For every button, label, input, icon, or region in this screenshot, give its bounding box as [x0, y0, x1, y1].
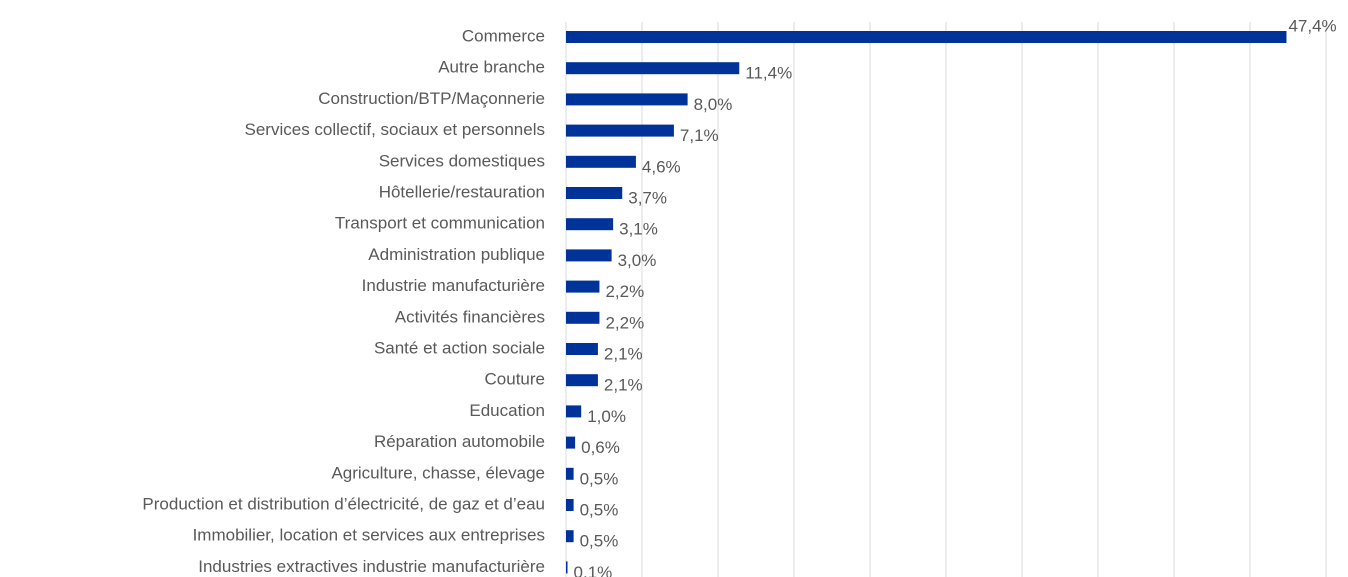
value-label: 0,5% — [580, 500, 619, 519]
value-label: 1,0% — [587, 407, 626, 426]
value-label: 2,2% — [605, 282, 644, 301]
bar — [566, 311, 600, 324]
category-label: Production et distribution d’électricité… — [142, 494, 545, 513]
category-label: Services collectif, sociaux et personnel… — [245, 120, 545, 139]
value-label: 3,7% — [628, 188, 667, 207]
category-label: Activités financières — [395, 307, 545, 326]
category-label: Hôtellerie/restauration — [379, 182, 545, 201]
category-label: Industries extractives industrie manufac… — [198, 557, 545, 576]
bar — [566, 499, 574, 511]
value-label: 0,6% — [581, 438, 620, 457]
category-label: Santé et action sociale — [374, 338, 545, 357]
category-label: Industrie manufacturière — [362, 276, 545, 295]
bar — [566, 187, 623, 199]
value-label: 11,4% — [745, 64, 792, 83]
bar — [566, 155, 636, 168]
bar — [566, 280, 600, 293]
bar — [566, 343, 598, 355]
bar — [566, 62, 740, 75]
value-label: 4,6% — [642, 157, 681, 176]
bar — [566, 249, 612, 262]
value-label: 47,4% — [1288, 16, 1336, 35]
value-label: 2,2% — [605, 313, 644, 332]
category-label: Construction/BTP/Maçonnerie — [318, 89, 545, 108]
category-label: Services domestiques — [379, 151, 545, 170]
value-label: 2,1% — [604, 376, 643, 395]
bar — [566, 405, 582, 418]
bar — [566, 374, 598, 387]
value-label: 3,0% — [618, 251, 657, 270]
bar — [566, 124, 674, 137]
bar — [566, 530, 574, 543]
bar — [566, 93, 688, 106]
category-label: Administration publique — [368, 245, 545, 264]
value-label: 0,5% — [580, 469, 619, 488]
value-label: 8,0% — [694, 95, 733, 114]
bar — [566, 467, 574, 480]
value-label: 2,1% — [604, 344, 643, 363]
category-label: Couture — [485, 370, 545, 389]
value-label: 3,1% — [619, 220, 658, 239]
bar — [566, 218, 614, 231]
value-label: 0,1% — [574, 563, 613, 577]
category-label: Transport et communication — [335, 214, 545, 233]
category-label: Réparation automobile — [374, 432, 545, 451]
bar — [566, 436, 576, 449]
category-label: Autre branche — [438, 58, 545, 77]
value-label: 0,5% — [580, 532, 619, 551]
value-label: 7,1% — [680, 126, 719, 145]
bar — [566, 31, 1287, 43]
category-label: Commerce — [462, 26, 545, 45]
category-label: Immobilier, location et services aux ent… — [193, 526, 545, 545]
category-label: Education — [469, 401, 545, 420]
category-label: Agriculture, chasse, élevage — [331, 463, 545, 482]
bar — [566, 561, 568, 574]
